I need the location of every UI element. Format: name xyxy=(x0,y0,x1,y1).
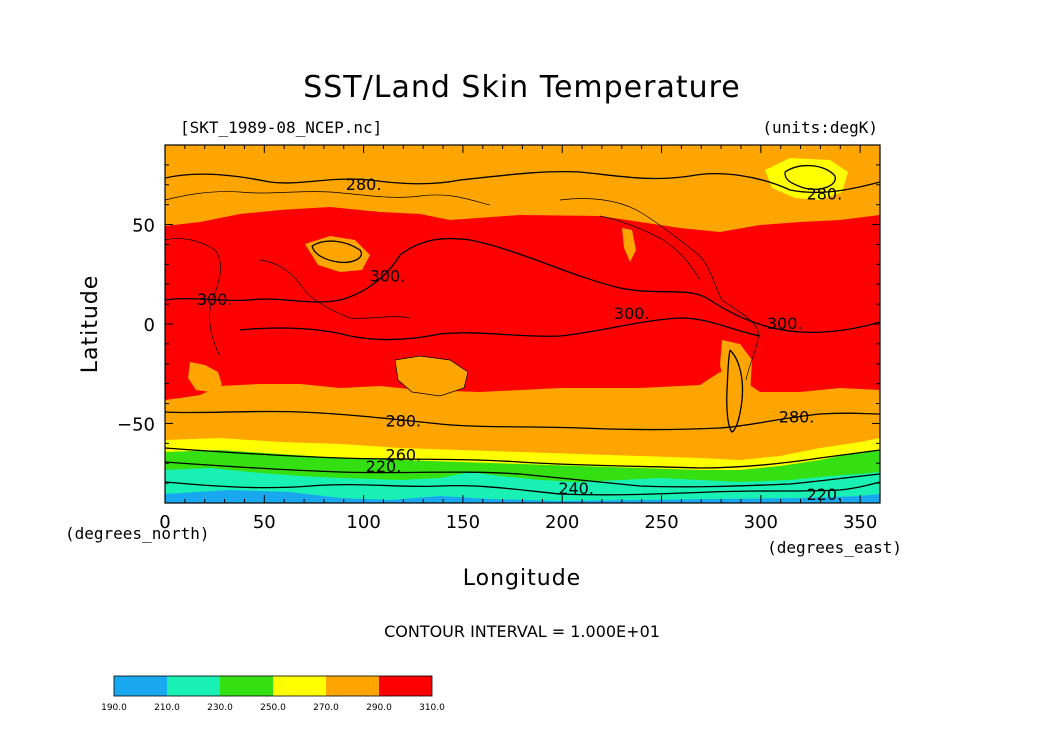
coastlines xyxy=(165,191,759,397)
x-tick-label: 50 xyxy=(253,512,276,533)
legend-label: 270.0 xyxy=(313,703,339,713)
contour-280-south xyxy=(165,410,880,431)
contour-label: 220. xyxy=(366,457,402,476)
legend-swatch xyxy=(167,676,220,696)
x-tick-labels: 0 50 100 150 200 250 300 350 xyxy=(159,512,877,533)
y-axis-label: Latitude xyxy=(78,275,103,374)
x-tick-label: 350 xyxy=(843,512,877,533)
x-tick-label: 0 xyxy=(159,512,170,533)
y-tick-labels: 50 0 −50 xyxy=(117,216,155,436)
units-label: (units:degK) xyxy=(762,118,878,137)
land-africa-south xyxy=(188,362,222,392)
figure-title: SST/Land Skin Temperature xyxy=(303,70,741,105)
contour-interval-text: CONTOUR INTERVAL = 1.000E+01 xyxy=(384,622,660,641)
axis-ticks xyxy=(164,144,881,504)
legend-swatch xyxy=(326,676,379,696)
contour-labels: 280.280.300.300.300.300.280. 280.260.220.… xyxy=(197,175,843,504)
land-rockies xyxy=(622,228,636,262)
band-210-230 xyxy=(165,468,880,503)
legend-label: 290.0 xyxy=(366,703,392,713)
y-tick-label: −50 xyxy=(117,414,155,435)
contour-label: 280. xyxy=(807,185,843,204)
x-tick-label: 300 xyxy=(744,512,778,533)
x-tick-label: 250 xyxy=(644,512,678,533)
contour-label: 280. xyxy=(386,411,422,430)
contour-greenland xyxy=(784,165,836,190)
x-tick-label: 200 xyxy=(545,512,579,533)
contour-label: 300. xyxy=(197,290,233,309)
legend-label: 190.0 xyxy=(101,703,127,713)
contour-andes xyxy=(726,349,744,433)
contour-300-north xyxy=(165,237,880,334)
y-tick-label: 50 xyxy=(132,216,155,237)
greenland-cold-area xyxy=(765,158,848,200)
x-axis-label: Longitude xyxy=(463,566,581,591)
contour-label: 280. xyxy=(779,407,815,426)
contour-lines xyxy=(165,165,880,496)
contour-300-south xyxy=(239,317,761,341)
contour-label: 260. xyxy=(386,445,422,464)
contour-label: 300. xyxy=(614,304,650,323)
contour-260 xyxy=(165,447,880,469)
contour-220 xyxy=(165,481,880,496)
legend-swatch xyxy=(220,676,273,696)
legend-label: 310.0 xyxy=(419,703,445,713)
y-axis-units: (degrees_north) xyxy=(65,524,210,543)
legend-swatch xyxy=(273,676,326,696)
color-legend: 190.0 210.0 230.0 250.0 270.0 290.0 310.0 xyxy=(101,675,445,713)
land-arctic-island xyxy=(646,198,672,214)
contour-tibet xyxy=(311,240,362,264)
legend-label: 230.0 xyxy=(207,703,233,713)
x-axis-units: (degrees_east) xyxy=(767,538,902,557)
x-tick-label: 100 xyxy=(346,512,380,533)
contour-label: 280. xyxy=(346,175,382,194)
band-290-310 xyxy=(165,207,880,400)
y-tick-label: 0 xyxy=(144,315,155,336)
land-australia xyxy=(395,356,468,396)
map-plot-area: 280.280.300.300.300.300.280. 280.260.220.… xyxy=(164,144,881,504)
land-tibet xyxy=(305,236,370,272)
legend-label: 250.0 xyxy=(260,703,286,713)
legend-swatch xyxy=(114,676,167,696)
contour-label: 300. xyxy=(370,266,406,285)
contour-280-north xyxy=(165,170,880,194)
contour-label: 300. xyxy=(767,314,803,333)
legend-label: 210.0 xyxy=(154,703,180,713)
contour-label: 240. xyxy=(558,479,594,498)
legend-swatch xyxy=(379,676,432,696)
contour-label: 220. xyxy=(807,485,843,504)
legend-frame xyxy=(113,675,433,697)
contour-240 xyxy=(165,461,880,488)
x-tick-label: 150 xyxy=(446,512,480,533)
source-file-label: [SKT_1989-08_NCEP.nc] xyxy=(180,118,382,137)
